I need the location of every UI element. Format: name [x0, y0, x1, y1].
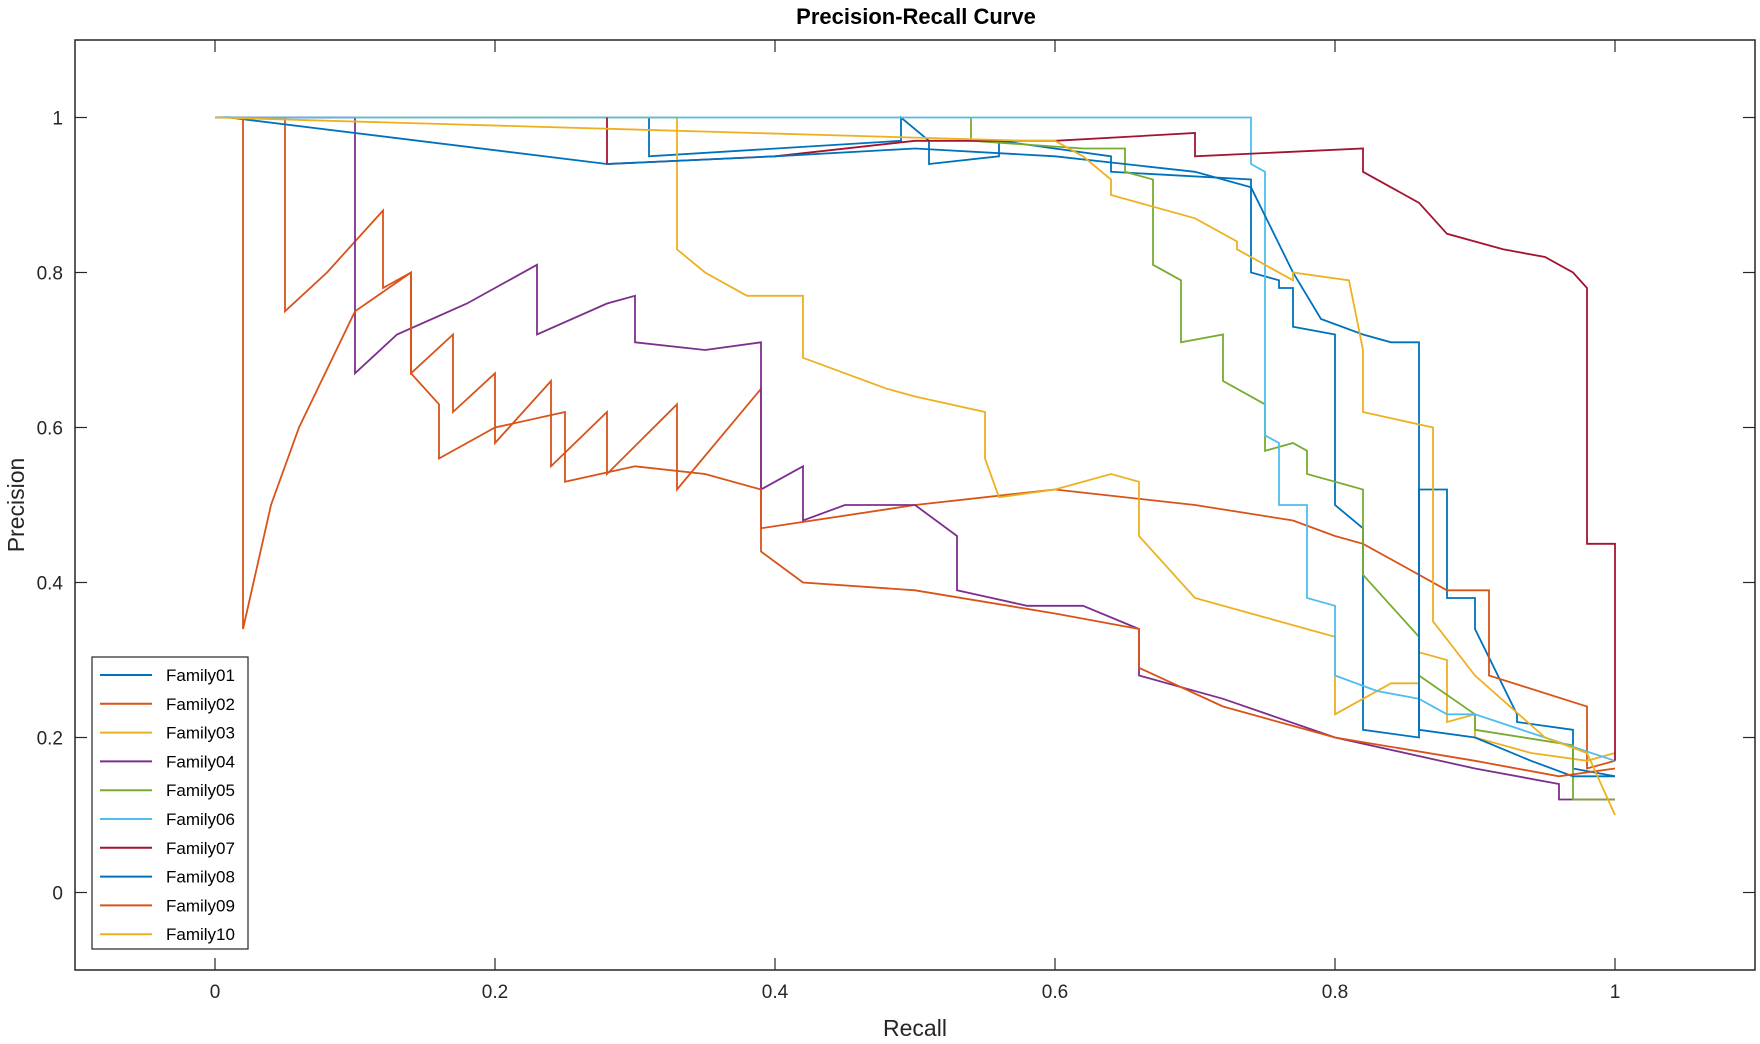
x-tick-label: 0.6 [1042, 982, 1068, 1003]
chart-title: Precision-Recall Curve [796, 4, 1036, 29]
y-tick-label: 0.6 [37, 419, 63, 440]
y-tick-label: 1 [52, 109, 63, 130]
x-tick-label: 0.8 [1322, 982, 1348, 1003]
series-line-family10 [214, 116, 1616, 816]
axis-ticks: 0 0.2 0.4 0.6 0.8 1 0 0.2 0.4 0.6 0.8 1 [37, 40, 1755, 1003]
legend-label-family08: Family08 [166, 868, 235, 887]
legend-label-family05: Family05 [166, 781, 235, 800]
legend-box [91, 656, 249, 950]
series-line-family07 [606, 117, 1616, 761]
y-axis-label: Precision [3, 458, 29, 553]
legend: Family01 Family02 Family03 Family04 Family05… [91, 656, 249, 950]
series-line-family09 [242, 117, 1616, 778]
x-tick-label: 0.4 [762, 982, 789, 1003]
legend-label-family06: Family06 [166, 810, 235, 829]
legend-label-family03: Family03 [166, 724, 235, 743]
x-tick-label: 1 [1610, 982, 1621, 1003]
legend-label-family09: Family09 [166, 896, 235, 915]
series-line-family06 [215, 116, 1616, 762]
y-tick-label: 0 [52, 884, 63, 905]
x-axis-label: Recall [883, 1015, 947, 1041]
x-tick-label: 0.2 [482, 982, 508, 1003]
series-lines [214, 115, 1616, 816]
series-line-family01 [648, 115, 1616, 778]
legend-label-family02: Family02 [166, 695, 235, 714]
series-line-family03 [215, 116, 1616, 762]
x-tick-label: 0 [210, 982, 221, 1003]
legend-label-family01: Family01 [166, 666, 235, 685]
series-line-family04 [215, 116, 1615, 801]
series-line-family08 [215, 116, 1615, 778]
y-tick-label: 0.4 [37, 574, 64, 595]
legend-label-family07: Family07 [166, 839, 235, 858]
legend-label-family10: Family10 [166, 925, 235, 944]
y-tick-label: 0.8 [37, 264, 63, 285]
legend-label-family04: Family04 [166, 752, 235, 771]
y-tick-label: 0.2 [37, 729, 63, 750]
